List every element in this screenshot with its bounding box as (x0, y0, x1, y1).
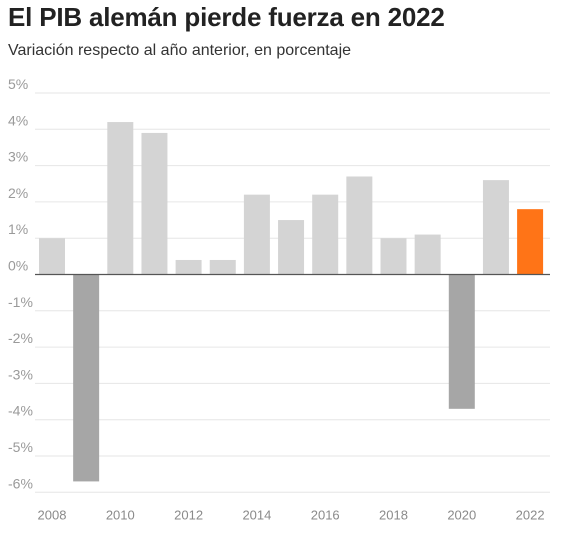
y-tick-label: -5% (8, 439, 33, 455)
y-tick-label: 5% (8, 76, 28, 92)
bar-2012 (175, 259, 202, 275)
chart-title: El PIB alemán pierde fuerza en 2022 (8, 2, 445, 32)
x-tick-label: 2014 (242, 507, 271, 522)
y-axis-ticks: 5% 4% 3% 2% 1% 0% -1% -2% -3% -4% -5% -6% (8, 76, 33, 491)
bar-2010 (107, 122, 134, 275)
y-tick-label: -4% (8, 403, 33, 419)
bar-2009 (73, 274, 100, 482)
bar-2018 (380, 238, 407, 275)
x-tick-label: 2022 (516, 507, 545, 522)
y-tick-label: 4% (8, 112, 28, 128)
y-tick-label: -2% (8, 330, 33, 346)
y-tick-label: 1% (8, 221, 28, 237)
x-tick-label: 2010 (106, 507, 135, 522)
bar-2011 (141, 132, 168, 275)
bar-2022 (517, 209, 544, 275)
y-tick-label: -1% (8, 294, 33, 310)
bar-2013 (209, 259, 236, 275)
bars (39, 122, 544, 482)
bar-2019 (414, 234, 441, 275)
bar-2017 (346, 176, 373, 275)
bar-2016 (312, 194, 339, 275)
x-tick-label: 2020 (447, 507, 476, 522)
bar-2021 (482, 180, 509, 275)
bar-2015 (278, 220, 305, 275)
y-tick-label: -3% (8, 366, 33, 382)
bar-2008 (39, 238, 65, 275)
x-tick-label: 2016 (311, 507, 340, 522)
bar-2020 (448, 274, 475, 409)
y-tick-label: -6% (8, 475, 33, 491)
y-tick-label: 3% (8, 149, 28, 165)
bar-2014 (243, 194, 270, 275)
x-tick-label: 2018 (379, 507, 408, 522)
x-tick-label: 2012 (174, 507, 203, 522)
y-tick-label: 2% (8, 185, 28, 201)
x-tick-label: 2008 (38, 507, 67, 522)
x-axis-ticks: 2008 2010 2012 2014 2016 2018 2020 2022 (38, 507, 545, 522)
y-tick-label: 0% (8, 258, 28, 274)
chart-subtitle: Variación respecto al año anterior, en p… (8, 42, 352, 59)
